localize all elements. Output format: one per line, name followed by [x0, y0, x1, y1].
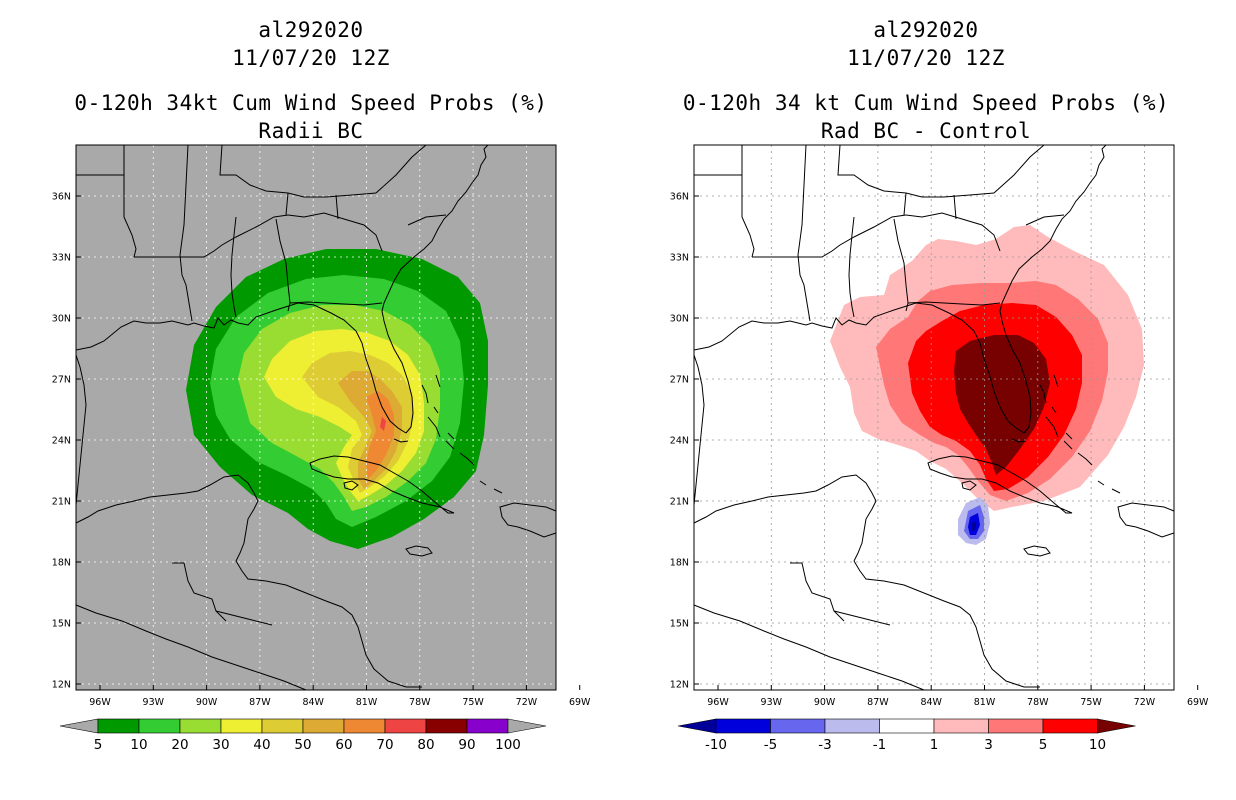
colorbar-swatch	[715, 718, 771, 734]
colorbar-swatch	[466, 718, 509, 734]
right-storm-id: al292020	[873, 18, 979, 42]
lat-tick-label: 27N	[52, 375, 71, 386]
colorbar-label: 80	[417, 737, 434, 753]
left-product-title: 0-120h 34kt Cum Wind Speed Probs (%)	[74, 91, 548, 115]
colorbar-label: 70	[376, 737, 393, 753]
colorbar-swatch	[933, 718, 989, 734]
lon-tick-label: 72W	[516, 697, 538, 708]
colorbar-swatch	[179, 718, 222, 734]
colorbar-under-triangle	[59, 718, 99, 734]
lon-tick-label: 93W	[761, 697, 783, 708]
colorbar-swatch	[138, 718, 181, 734]
left-subtitle: Radii BC	[258, 119, 364, 143]
left-lon-labels: 96W 93W 90W 87W 84W 81W 78W 75W 72W 69W	[89, 685, 591, 708]
lat-tick-label: 12N	[52, 680, 71, 691]
colorbar-swatch	[1042, 718, 1098, 734]
colorbar-label: 3	[984, 737, 993, 753]
right-product-title: 0-120h 34 kt Cum Wind Speed Probs (%)	[682, 91, 1170, 115]
lon-tick-label: 90W	[814, 697, 836, 708]
right-subtitle: Rad BC - Control	[820, 119, 1032, 143]
lat-tick-label: 18N	[670, 558, 689, 569]
colorbar-label: 20	[171, 737, 188, 753]
left-cycle-time: 11/07/20 12Z	[232, 46, 390, 70]
lon-tick-label: 75W	[462, 697, 484, 708]
lon-tick-label: 96W	[89, 697, 111, 708]
colorbar-over-triangle	[1097, 718, 1136, 734]
lon-tick-label: 96W	[707, 697, 729, 708]
right-colorbar: -10 -5 -3 -1 1 3 5 10	[677, 718, 1136, 753]
colorbar-label: 60	[335, 737, 352, 753]
lat-tick-label: 12N	[670, 680, 689, 691]
colorbar-label: -10	[705, 737, 727, 753]
right-lon-labels: 96W 93W 90W 87W 84W 81W 78W 75W 72W 69W	[707, 685, 1209, 708]
colorbar-swatch	[220, 718, 263, 734]
lat-tick-label: 36N	[670, 192, 689, 203]
lon-tick-label: 90W	[196, 697, 218, 708]
lon-tick-label: 84W	[302, 697, 324, 708]
lon-tick-label: 78W	[1027, 697, 1049, 708]
colorbar-swatch	[425, 718, 468, 734]
lat-tick-label: 21N	[670, 497, 689, 508]
lat-tick-label: 24N	[670, 436, 689, 447]
lat-tick-label: 18N	[52, 558, 71, 569]
colorbar-swatch	[97, 718, 140, 734]
colorbar-label: 5	[94, 737, 103, 753]
right-map-panel: 36N 33N 30N 27N 24N 21N 18N 15N 12N 96W 93W 90W 87W…	[670, 144, 1209, 708]
colorbar-label: -5	[764, 737, 777, 753]
colorbar-label: 40	[253, 737, 270, 753]
colorbar-under-triangle	[677, 718, 717, 734]
colorbar-label: -3	[818, 737, 831, 753]
colorbar-label: 5	[1039, 737, 1048, 753]
colorbar-label: -1	[873, 737, 886, 753]
left-colorbar: 5 10 20 30 40 50 60 70 80 90 100	[59, 718, 547, 753]
colorbar-swatch	[261, 718, 304, 734]
lat-tick-label: 33N	[670, 253, 689, 264]
lat-tick-label: 15N	[52, 619, 71, 630]
lon-tick-label: 81W	[356, 697, 378, 708]
colorbar-swatch	[302, 718, 345, 734]
colorbar-label: 1	[930, 737, 939, 753]
colorbar-swatch	[824, 718, 880, 734]
lat-tick-label: 33N	[52, 253, 71, 264]
colorbar-swatch	[384, 718, 427, 734]
colorbar-label: 90	[458, 737, 475, 753]
colorbar-swatch	[343, 718, 386, 734]
lon-tick-label: 78W	[409, 697, 431, 708]
colorbar-over-triangle	[507, 718, 547, 734]
lon-tick-label: 72W	[1134, 697, 1156, 708]
right-gridlines	[694, 145, 1174, 690]
lon-tick-label: 75W	[1080, 697, 1102, 708]
lat-tick-label: 30N	[670, 314, 689, 325]
colorbar-label: 100	[495, 737, 521, 753]
lon-tick-label: 69W	[1187, 697, 1209, 708]
lon-tick-label: 87W	[249, 697, 271, 708]
right-lat-labels: 36N 33N 30N 27N 24N 21N 18N 15N 12N	[670, 192, 699, 691]
lon-tick-label: 84W	[920, 697, 942, 708]
left-storm-id: al292020	[258, 18, 364, 42]
colorbar-swatch	[879, 718, 935, 734]
colorbar-label: 10	[1089, 737, 1106, 753]
left-gridlines	[76, 145, 556, 690]
lat-tick-label: 24N	[52, 436, 71, 447]
lon-tick-label: 93W	[143, 697, 165, 708]
lat-tick-label: 30N	[52, 314, 71, 325]
left-lat-labels: 36N 33N 30N 27N 24N 21N 18N 15N 12N	[52, 192, 81, 691]
right-map-frame	[693, 144, 1175, 691]
lon-tick-label: 81W	[974, 697, 996, 708]
left-map-panel: 36N 33N 30N 27N 24N 21N 18N 15N 12N 96W 93W 90W 87W…	[52, 144, 591, 708]
lat-tick-label: 27N	[670, 375, 689, 386]
right-cycle-time: 11/07/20 12Z	[847, 46, 1005, 70]
lat-tick-label: 36N	[52, 192, 71, 203]
colorbar-swatch	[988, 718, 1044, 734]
lon-tick-label: 69W	[569, 697, 591, 708]
colorbar-label: 10	[130, 737, 147, 753]
lat-tick-label: 21N	[52, 497, 71, 508]
colorbar-label: 50	[294, 737, 311, 753]
left-map-frame	[75, 144, 557, 691]
colorbar-label: 30	[212, 737, 229, 753]
colorbar-swatch	[770, 718, 826, 734]
lat-tick-label: 15N	[670, 619, 689, 630]
lon-tick-label: 87W	[867, 697, 889, 708]
